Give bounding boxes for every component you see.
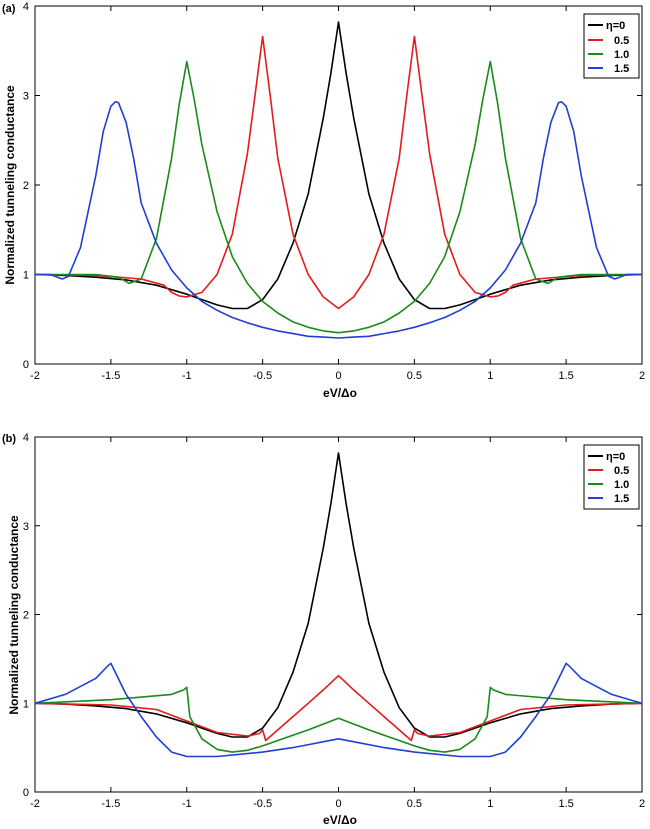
panel-label: (a) [2,3,16,15]
series-line-1 [34,35,643,310]
plot-area: -2 -1.5 -1 -0.5 0 0.5 1 1.5 2 0 1 2 3 4 [23,1,645,382]
legend-label-1-0: 1.0 [614,479,629,491]
y-tick-label: 0 [23,359,29,371]
legend-label-1-0: 1.0 [614,49,629,61]
legend-label-1-5: 1.5 [614,63,629,75]
legend: η=0 0.5 1.0 1.5 [583,13,640,79]
series-line-3 [34,662,643,758]
x-tick-label: 1 [487,370,493,382]
series-line-2 [34,686,643,753]
x-tick-label: -2 [30,370,40,382]
series-line-2 [35,60,642,334]
legend-label-eta0: η=0 [606,20,625,32]
legend-label-0-5: 0.5 [614,465,629,477]
y-tick-label: 3 [23,521,29,533]
y-axis-label: Normalized tunneling conductance [3,85,17,285]
x-tick-label: 2 [639,798,645,810]
x-tick-label: -2 [30,798,40,810]
panel-a: (a) Normalized tunneling conductance eV/… [2,1,645,400]
x-tick-label: -1 [182,370,192,382]
x-tick-label: 1 [487,798,493,810]
panel-b: (b) Normalized tunneling conductance eV/… [2,432,645,827]
y-tick-label: 0 [23,787,29,799]
x-tick-label: 1.5 [558,798,573,810]
x-tick-label: 2 [639,370,645,382]
x-tick-label: -0.5 [253,370,272,382]
legend-label-eta0: η=0 [606,451,625,463]
x-tick-label: -1 [182,798,192,810]
y-tick-label: 2 [23,180,29,192]
series-line-3 [35,101,642,339]
x-tick-label: 0.5 [407,798,422,810]
y-tick-label: 4 [23,432,29,444]
series-line-0 [34,452,643,738]
y-tick-label: 4 [23,1,29,13]
y-tick-label: 3 [23,91,29,103]
panel-label: (b) [2,433,16,445]
legend-label-1-5: 1.5 [614,493,629,505]
plot-frame [34,5,643,365]
x-tick-label: -0.5 [253,798,272,810]
legend-label-0-5: 0.5 [614,35,629,47]
x-axis-label: eV/Δo [323,813,357,827]
x-axis-label: eV/Δo [323,386,357,400]
x-tick-label: 0 [335,798,341,810]
x-tick-label: 0.5 [407,370,422,382]
y-axis-label: Normalized tunneling conductance [7,515,21,715]
series-line-0 [34,21,643,310]
y-tick-label: 1 [23,698,29,710]
plot-area: -2 -1.5 -1 -0.5 0 0.5 1 1.5 2 0 1 2 3 4 [23,432,645,810]
series-line-1 [34,674,643,742]
x-tick-label: 1.5 [558,370,573,382]
x-tick-label: -1.5 [101,370,120,382]
y-tick-label: 2 [23,610,29,622]
legend: η=0 0.5 1.0 1.5 [583,444,640,510]
x-tick-label: 0 [335,370,341,382]
x-tick-label: -1.5 [101,798,120,810]
y-tick-label: 1 [23,270,29,282]
